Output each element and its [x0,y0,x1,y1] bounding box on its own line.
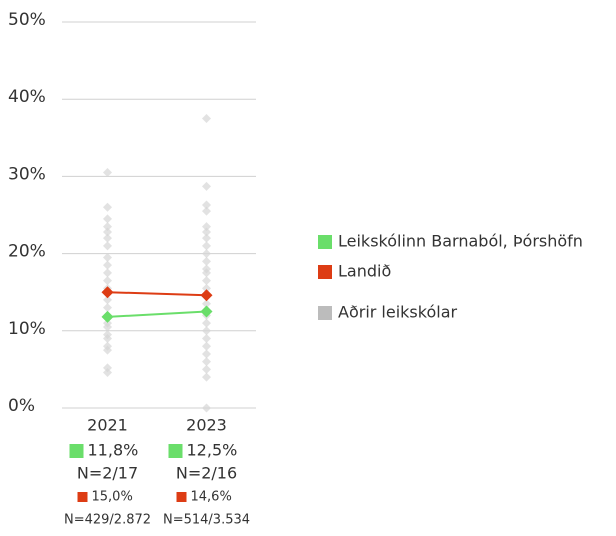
legend-label: Aðrir leikskólar [338,303,457,322]
legend-swatch [318,235,332,249]
y-tick-label: 0% [8,396,35,416]
value-label-swatch [168,444,183,458]
value-label: 11,8% [88,441,139,460]
other-point [202,299,211,309]
value-label-swatch [77,492,88,502]
other-point [103,168,112,178]
other-point [103,303,112,313]
other-point [202,222,211,232]
other-point [103,334,112,344]
other-point [202,227,211,237]
series-point [101,310,114,323]
other-point [202,233,211,243]
other-point [202,372,211,382]
y-tick-label: 20% [8,242,46,262]
other-point [103,202,112,212]
other-point [202,403,211,413]
series-line [107,291,207,297]
n-label: N=2/16 [176,464,237,483]
other-point [202,276,211,286]
value-label: 14,6% [191,490,232,505]
other-point [202,341,211,351]
other-point [202,241,211,251]
value-label-swatch [176,492,187,502]
other-point [202,200,211,210]
other-point [202,249,211,259]
other-point [103,268,112,278]
x-tick-label: 2023 [186,416,227,435]
series-point [101,286,114,299]
n-label: N=514/3.534 [163,513,250,528]
series-point [200,289,213,302]
legend-label: Landið [338,262,391,281]
other-point [202,349,211,359]
other-point [202,318,211,328]
other-point [103,222,112,232]
value-label: 12,5% [187,441,238,460]
other-point [103,345,112,355]
other-point [103,322,112,332]
other-point [202,256,211,266]
other-point [103,241,112,251]
y-tick-label: 40% [8,87,46,107]
other-point [103,295,112,305]
series-point [200,305,213,318]
other-point [202,268,211,278]
x-tick-label: 2021 [87,416,128,435]
legend-swatch [318,306,332,320]
other-point [202,181,211,191]
other-point [103,367,112,377]
other-point [103,227,112,237]
y-tick-label: 50% [8,10,46,30]
other-point [202,364,211,374]
other-point [202,206,211,216]
y-tick-label: 30% [8,164,46,184]
other-point [103,276,112,286]
other-point [202,326,211,336]
n-label: N=2/17 [77,464,138,483]
other-point [103,260,112,270]
legend-swatch [318,265,332,279]
series-line [107,310,207,318]
other-point [202,357,211,367]
other-point [103,363,112,373]
other-point [202,334,211,344]
other-point [103,214,112,224]
other-point [202,114,211,123]
other-point [202,283,211,293]
value-label-swatch [69,444,84,458]
other-point [103,252,112,262]
legend-label: Leikskólinn Barnaból, Þórshöfn [338,232,583,251]
n-label: N=429/2.872 [64,513,151,528]
value-label: 15,0% [92,490,133,505]
y-tick-label: 10% [8,319,46,339]
other-point [103,233,112,243]
